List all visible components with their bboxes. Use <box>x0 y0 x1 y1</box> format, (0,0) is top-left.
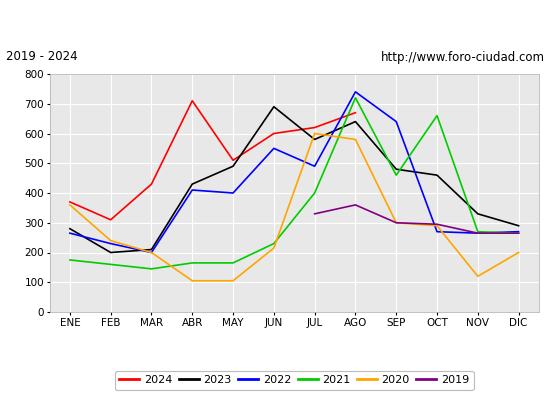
Text: 2019 - 2024: 2019 - 2024 <box>6 50 77 64</box>
Text: Evolucion Nº Turistas Extranjeros en el municipio de Cazorla: Evolucion Nº Turistas Extranjeros en el … <box>54 14 496 28</box>
Legend: 2024, 2023, 2022, 2021, 2020, 2019: 2024, 2023, 2022, 2021, 2020, 2019 <box>115 371 474 390</box>
Text: http://www.foro-ciudad.com: http://www.foro-ciudad.com <box>381 50 544 64</box>
